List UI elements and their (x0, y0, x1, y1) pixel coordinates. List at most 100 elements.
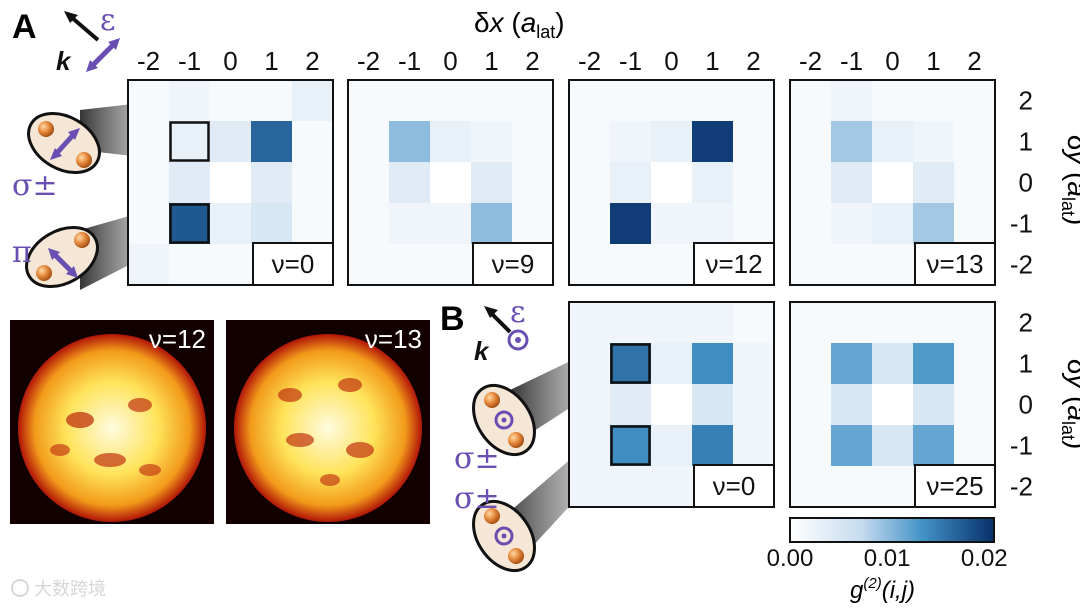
x-tick-label: 2 (967, 46, 981, 76)
snapshot-spot (66, 412, 94, 428)
heatmap-cell (913, 162, 954, 203)
y-tick-label: 1 (1019, 127, 1033, 157)
epsilon-arrowhead-icon (86, 60, 98, 72)
heatmap-cell (128, 203, 169, 244)
snapshot-cloud (234, 334, 422, 522)
heatmap-cell (790, 121, 831, 162)
heatmap-cell (292, 162, 333, 203)
heatmap-cell (954, 162, 995, 203)
epsilon-arrowhead2-icon (108, 38, 120, 50)
atom-icon (508, 432, 524, 448)
heatmap-cell (430, 162, 471, 203)
heatmap-cell (831, 384, 872, 425)
y-axis-label-b-sub: lat (1058, 421, 1078, 440)
snapshot-spot (128, 398, 152, 412)
heatmap-cell (292, 80, 333, 121)
x-tick-label: 2 (305, 46, 319, 76)
heatmap-label: ν=0 (252, 242, 334, 286)
heatmap-cell (169, 203, 210, 244)
heatmap-label: ν=12 (693, 242, 775, 286)
heatmap-cell (610, 203, 651, 244)
heatmap-label-text: ν=9 (492, 249, 535, 279)
snapshot-spot (286, 433, 314, 447)
heatmap-cell (733, 384, 774, 425)
heatmap-panel-b-4: ν=0 (568, 301, 775, 508)
highlighted-cell (610, 343, 651, 384)
heatmap-cell (430, 80, 471, 121)
x-axis-label-paren: ( (504, 7, 522, 38)
heatmap-cell (430, 203, 471, 244)
heatmap-label-text: ν=12 (705, 249, 762, 279)
x-tick-label: 1 (264, 46, 278, 76)
x-axis-label: δx (alat) (474, 7, 565, 42)
circular-polarization-dot-icon (501, 417, 507, 423)
heatmap-label-box (693, 242, 775, 286)
y-tick-label: -2 (1010, 472, 1033, 502)
heatmap-label-box (693, 464, 775, 508)
polarization-arrow-icon (54, 132, 76, 156)
heatmap-cell (872, 80, 913, 121)
heatmap-cell (913, 384, 954, 425)
colorbar: 0.00 0.01 0.02 g(2)(i,j) (767, 517, 1008, 604)
heatmap-cell (610, 302, 651, 343)
heatmap-cell (348, 244, 389, 285)
heatmap-cell (512, 203, 553, 244)
heatmap-cell (651, 121, 692, 162)
atom-icon (76, 152, 92, 168)
heatmap-cell (954, 343, 995, 384)
polarization-icon-a: ε k (56, 3, 120, 76)
x-tick-label: -2 (137, 46, 160, 76)
x-axis-label-a: a (521, 7, 537, 38)
heatmap-cell (831, 244, 872, 285)
heatmap-cell (790, 425, 831, 466)
atom-icon (74, 232, 90, 248)
circular-polarization-icon (494, 410, 514, 430)
heatmap-cell (251, 121, 292, 162)
heatmap-cell (651, 302, 692, 343)
heatmap-cell (128, 80, 169, 121)
heatmap-cell (692, 384, 733, 425)
y-tick-label: -2 (1010, 250, 1033, 280)
epsilon-dot-icon (515, 337, 521, 343)
heatmap-panel-b-5: ν=25 (789, 301, 996, 508)
y-tick-label: 2 (1019, 86, 1033, 116)
snapshot-spot (139, 464, 161, 476)
heatmap-frame (789, 301, 996, 508)
x-tick-label: -2 (357, 46, 380, 76)
heatmap-cell (651, 244, 692, 285)
heatmap-cell (913, 302, 954, 343)
heatmap-cell (569, 302, 610, 343)
heatmap-panel-a-2: ν=12 (568, 79, 775, 286)
heatmap-cell (913, 203, 954, 244)
heatmap-cell (651, 425, 692, 466)
heatmap-cell (872, 162, 913, 203)
heatmap-cell (210, 121, 251, 162)
x-tick-label: 1 (484, 46, 498, 76)
heatmap-cell (569, 80, 610, 121)
y-axis-label-a-sub: lat (1058, 197, 1078, 216)
x-tick-label: 2 (746, 46, 760, 76)
heatmap-label-text: ν=0 (713, 471, 756, 501)
heatmap-cell (292, 203, 333, 244)
heatmap-cell (831, 121, 872, 162)
heatmap-cell (569, 384, 610, 425)
heatmap-cell (169, 244, 210, 285)
k-symbol-b: k (474, 336, 490, 366)
highlighted-cell (169, 121, 210, 162)
x-tick-label: -2 (578, 46, 601, 76)
heatmap-cell (954, 80, 995, 121)
heatmap-cell (471, 203, 512, 244)
x-tick-label: 2 (525, 46, 539, 76)
snapshot-label-nu12: ν=12 (149, 324, 206, 354)
heatmap-cell (831, 302, 872, 343)
heatmap-label-box (472, 242, 554, 286)
heatmap-cell (913, 80, 954, 121)
heatmap-cell (251, 203, 292, 244)
k-arrow-b-icon (488, 310, 512, 334)
x-tick-label: 0 (443, 46, 457, 76)
heatmap-cell (471, 121, 512, 162)
heatmap-cell (733, 425, 774, 466)
heatmap-cell (169, 121, 210, 162)
heatmap-cell (389, 162, 430, 203)
heatmap-cell (913, 425, 954, 466)
